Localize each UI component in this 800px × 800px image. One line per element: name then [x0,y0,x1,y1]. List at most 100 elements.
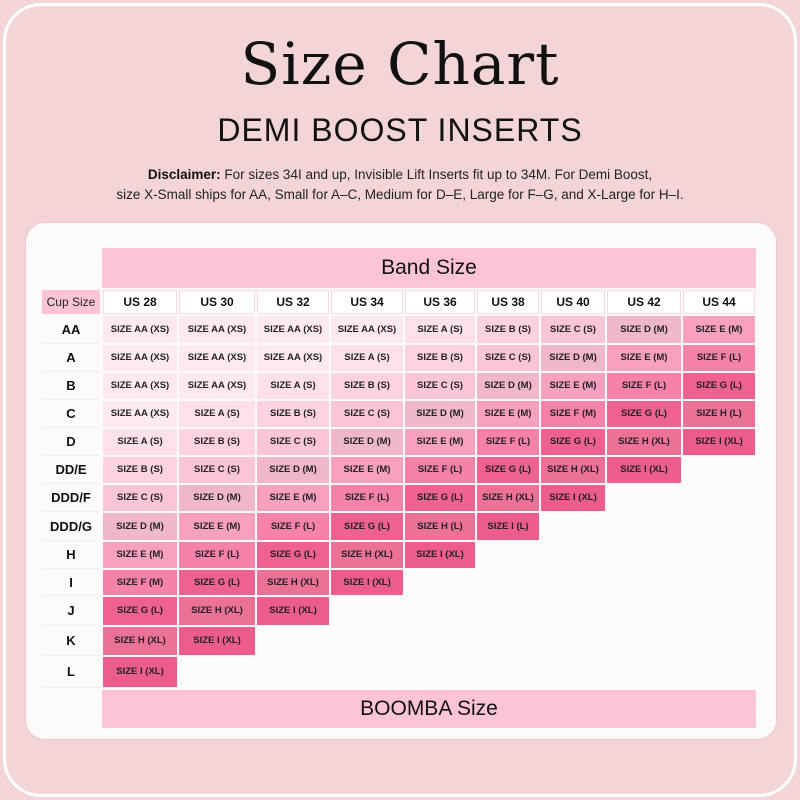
cup-size-label: DD/E [42,457,100,484]
size-cell: SIZE G (L) [683,373,755,399]
size-cell: SIZE D (M) [607,316,681,343]
size-cell: SIZE B (S) [257,401,329,427]
size-cell: SIZE AA (XS) [257,316,329,343]
size-cell: SIZE F (L) [331,485,403,511]
cup-size-label: DDD/G [42,513,100,541]
size-cell: SIZE E (M) [179,513,255,540]
column-header: US 40 [541,290,605,314]
size-cell: SIZE E (M) [477,401,539,427]
size-cell: SIZE H (XL) [331,542,403,568]
size-cell: SIZE H (L) [405,513,475,540]
column-header: US 42 [607,290,681,314]
size-cell: SIZE I (XL) [607,457,681,483]
size-cell: SIZE H (XL) [179,597,255,625]
boomba-size-footer: BOOMBA Size [102,690,756,728]
size-cell: SIZE I (XL) [331,570,403,595]
disclaimer-line-1: For sizes 34I and up, Invisible Lift Ins… [220,167,653,182]
column-header: US 36 [405,290,475,314]
size-cell: SIZE AA (XS) [103,316,177,343]
size-cell: SIZE E (M) [331,457,403,483]
size-cell: SIZE I (L) [477,513,539,540]
size-cell: SIZE AA (XS) [179,345,255,371]
size-cell: SIZE F (L) [179,542,255,568]
size-cell: SIZE G (L) [103,597,177,625]
size-cell: SIZE AA (XS) [257,345,329,371]
cup-size-label: J [42,597,100,626]
size-cell: SIZE F (L) [683,345,755,371]
size-cell: SIZE C (S) [179,457,255,483]
size-cell: SIZE D (M) [477,373,539,399]
size-cell: SIZE AA (XS) [103,401,177,427]
page-frame [3,3,797,797]
size-cell: SIZE F (L) [477,429,539,455]
size-cell: SIZE H (XL) [541,457,605,483]
size-cell: SIZE I (XL) [541,485,605,511]
size-cell: SIZE AA (XS) [103,345,177,371]
size-cell: SIZE G (L) [405,485,475,511]
size-cell: SIZE AA (XS) [179,316,255,343]
size-cell: SIZE H (XL) [103,627,177,655]
disclaimer: Disclaimer: For sizes 34I and up, Invisi… [60,165,740,205]
cup-size-label: L [42,657,100,688]
size-cell: SIZE H (L) [683,401,755,427]
size-cell: SIZE H (XL) [257,570,329,595]
size-cell: SIZE E (M) [405,429,475,455]
size-cell: SIZE A (S) [331,345,403,371]
column-header: US 28 [103,290,177,314]
cup-size-label: B [42,373,100,400]
cup-size-label: DDD/F [42,485,100,512]
size-cell: SIZE H (XL) [607,429,681,455]
size-cell: SIZE C (S) [257,429,329,455]
page-subtitle: DEMI BOOST INSERTS [217,112,583,148]
size-cell: SIZE F (M) [541,401,605,427]
size-cell: SIZE G (L) [179,570,255,595]
band-size-header: Band Size [102,248,756,288]
size-cell: SIZE G (L) [331,513,403,540]
size-cell: SIZE A (S) [257,373,329,399]
size-cell: SIZE E (M) [607,345,681,371]
size-cell: SIZE F (L) [607,373,681,399]
disclaimer-label: Disclaimer: [147,167,221,182]
cup-size-label: AA [42,316,100,344]
size-cell: SIZE I (XL) [179,627,255,655]
size-cell: SIZE E (M) [257,485,329,511]
size-cell: SIZE D (M) [331,429,403,455]
size-cell: SIZE AA (XS) [179,373,255,399]
size-cell: SIZE F (L) [257,513,329,540]
cup-size-header: Cup Size [42,290,100,314]
size-cell: SIZE C (S) [541,316,605,343]
column-header: US 44 [683,290,755,314]
disclaimer-line-2: size X-Small ships for AA, Small for A–C… [116,187,684,202]
column-header: US 32 [257,290,329,314]
cup-size-label: H [42,542,100,569]
column-header: US 34 [331,290,403,314]
size-cell: SIZE I (XL) [103,657,177,687]
size-cell: SIZE A (S) [405,316,475,343]
cup-size-label: A [42,345,100,372]
size-cell: SIZE B (S) [179,429,255,455]
size-cell: SIZE AA (XS) [331,316,403,343]
size-cell: SIZE D (M) [541,345,605,371]
size-cell: SIZE E (M) [683,316,755,343]
size-cell: SIZE G (L) [477,457,539,483]
size-cell: SIZE B (S) [477,316,539,343]
column-header: US 38 [477,290,539,314]
size-cell: SIZE G (L) [541,429,605,455]
size-cell: SIZE A (S) [179,401,255,427]
size-cell: SIZE F (M) [103,570,177,595]
cup-size-label: K [42,627,100,656]
size-cell: SIZE D (M) [103,513,177,540]
size-cell: SIZE I (XL) [257,597,329,625]
cup-size-label: D [42,429,100,456]
size-cell: SIZE D (M) [257,457,329,483]
size-cell: SIZE D (M) [405,401,475,427]
size-cell: SIZE B (S) [331,373,403,399]
size-cell: SIZE C (S) [405,373,475,399]
size-cell: SIZE B (S) [103,457,177,483]
size-cell: SIZE AA (XS) [103,373,177,399]
size-cell: SIZE C (S) [331,401,403,427]
size-cell: SIZE G (L) [257,542,329,568]
size-cell: SIZE B (S) [405,345,475,371]
size-cell: SIZE I (XL) [683,429,755,455]
page-title: Size Chart [240,30,560,98]
